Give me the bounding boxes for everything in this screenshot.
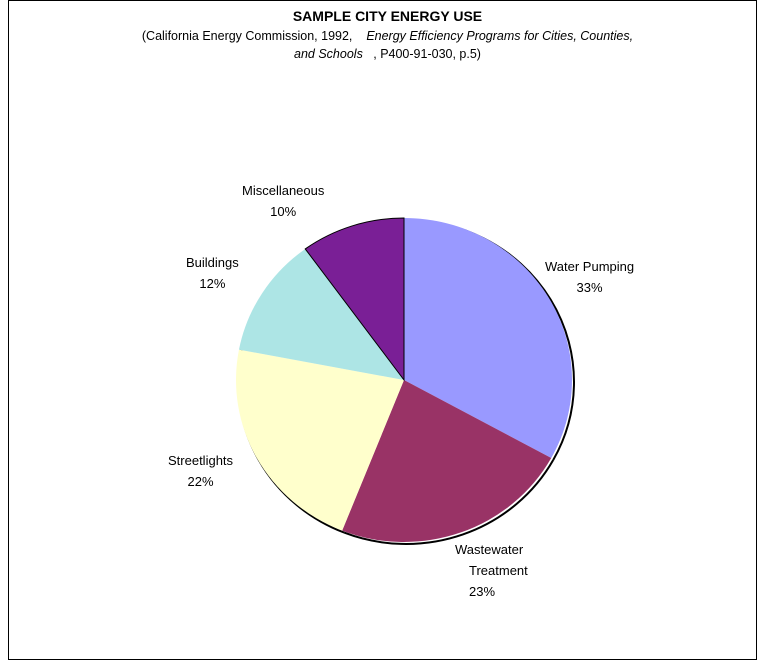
pie-slices [236,217,572,542]
slice-label-text: Wastewater [455,542,524,557]
slice-label-wastewater-treatment: Wastewater Treatment 23% [455,539,528,602]
subtitle-source-title-part1: Energy Efficiency Programs for Cities, C… [366,29,634,43]
subtitle-source-suffix: , P400-91-030, p.5) [373,47,481,61]
slice-value-label: 12% [199,276,226,291]
slice-label-text: Treatment [469,563,528,578]
chart-title: SAMPLE CITY ENERGY USE [292,8,483,24]
slice-label-miscellaneous: Miscellaneous 10% [242,180,324,222]
chart-subtitle-line-1: (California Energy Commission, 1992, Ene… [0,29,775,43]
slice-value-label: 10% [270,204,297,219]
slice-label-text: Streetlights [168,453,234,468]
pie-slice-wastewater-treatment [342,380,552,542]
pie-slice-miscellaneous [304,217,405,382]
slice-label-text: Water Pumping [545,259,635,274]
slice-label-text: Miscellaneous [242,183,325,198]
subtitle-source-prefix: (California Energy Commission, 1992, [141,29,353,43]
slice-label-streetlights: Streetlights 22% [168,450,233,492]
pie-slice-water-pumping [404,218,572,459]
slice-value-label: 33% [576,280,603,295]
slice-label-text: Buildings [186,255,239,270]
pie-slice-buildings [238,248,404,380]
chart-subtitle-line-2: and Schools , P400-91-030, p.5) [0,47,775,61]
slice-label-water-pumping: Water Pumping 33% [545,256,634,298]
subtitle-source-title-part2: and Schools [294,47,363,61]
slice-value-label: 23% [469,584,496,599]
slice-value-label: 22% [187,474,214,489]
slice-shadow-wastewater-treatment [343,459,555,545]
slice-label-buildings: Buildings 12% [186,252,239,294]
pie-slice-streetlights [236,349,404,531]
